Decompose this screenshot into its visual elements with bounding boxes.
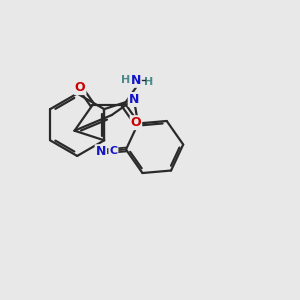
- Text: N: N: [129, 93, 139, 106]
- Text: O: O: [130, 116, 141, 129]
- Text: H: H: [144, 77, 154, 87]
- Text: O: O: [75, 81, 86, 94]
- Text: C: C: [109, 146, 118, 156]
- Text: N: N: [96, 145, 106, 158]
- Text: H: H: [122, 75, 130, 85]
- Text: N: N: [131, 74, 142, 87]
